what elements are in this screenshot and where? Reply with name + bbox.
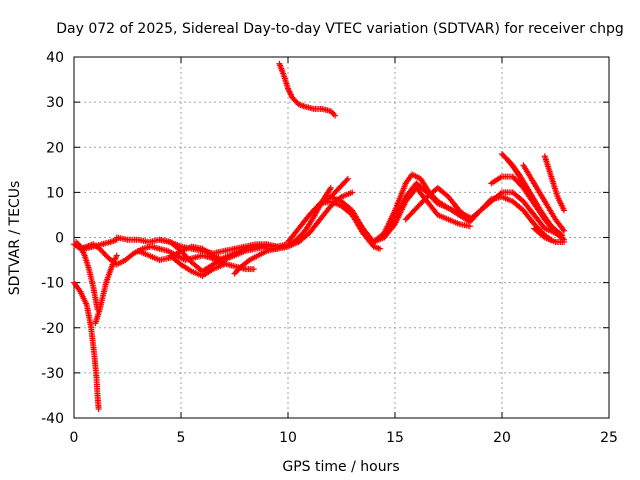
x-tick-label: 20	[493, 430, 511, 446]
data-point	[558, 232, 565, 239]
y-axis-label: SDTVAR / TECUs	[7, 181, 23, 296]
x-axis-label: GPS time / hours	[282, 459, 399, 475]
data-point	[343, 177, 350, 184]
data-points	[71, 60, 568, 412]
data-point	[377, 245, 384, 252]
series-track-04	[92, 252, 120, 327]
series-track-12	[276, 60, 339, 119]
plot-frame	[73, 56, 610, 419]
series-track-02	[73, 239, 101, 313]
data-point	[540, 233, 547, 240]
y-tick-label: -40	[41, 411, 64, 427]
series-track-25	[541, 153, 568, 214]
data-point	[561, 207, 568, 214]
y-tick-label: 0	[55, 231, 64, 247]
series-track-26	[531, 225, 568, 246]
y-tick-label: 10	[46, 185, 64, 201]
series-track-18	[402, 184, 473, 223]
series-track-09	[167, 252, 227, 279]
y-tick-label: 30	[46, 95, 64, 111]
data-point	[561, 227, 568, 234]
y-tick-label: -20	[41, 321, 64, 337]
x-tick-label: 5	[177, 430, 186, 446]
data-point	[250, 266, 257, 273]
data-point	[497, 190, 504, 197]
y-tick-label: -30	[41, 366, 64, 382]
series-track-03	[71, 279, 102, 412]
y-tick-label: -10	[41, 276, 64, 292]
data-point	[220, 261, 227, 268]
data-point	[561, 239, 568, 246]
data-point	[327, 184, 334, 191]
series-track-08	[156, 236, 270, 275]
series-track-24	[520, 162, 568, 234]
x-tick-label: 0	[70, 430, 79, 446]
x-tick-label: 15	[386, 430, 404, 446]
data-point	[557, 231, 564, 238]
y-tick-label: 20	[46, 140, 64, 156]
data-point	[332, 112, 339, 119]
x-tick-label: 25	[600, 430, 618, 446]
grid-lines	[74, 57, 609, 418]
series-track-23	[505, 157, 565, 239]
y-tick-label: 40	[46, 50, 64, 66]
data-point	[344, 175, 351, 182]
x-tick-label: 10	[279, 430, 297, 446]
chart-title: Day 072 of 2025, Sidereal Day-to-day VTE…	[56, 21, 624, 37]
data-point	[349, 189, 356, 196]
data-point	[113, 252, 120, 259]
data-point	[95, 405, 102, 412]
